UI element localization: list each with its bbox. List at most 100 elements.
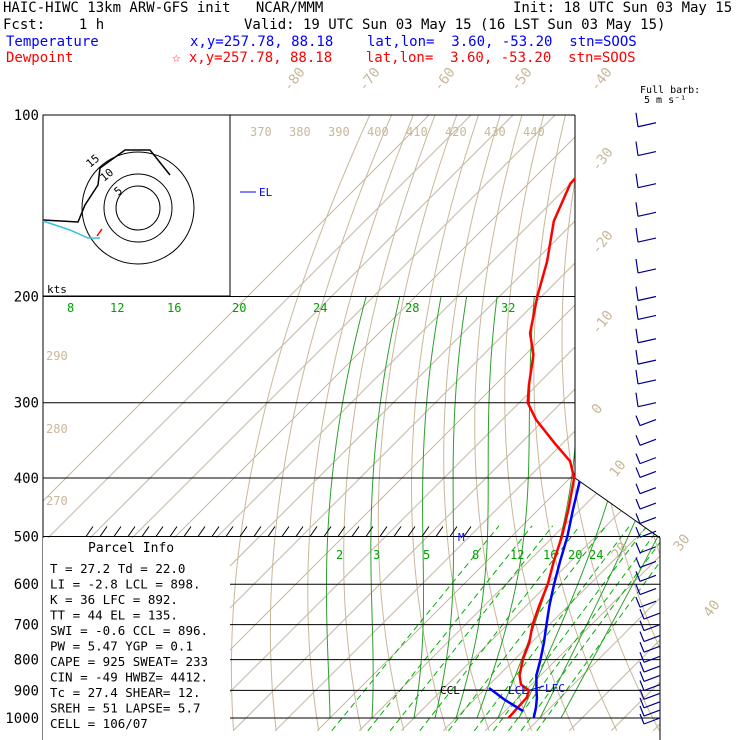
wind-barb — [635, 112, 657, 128]
wind-barb — [635, 483, 657, 495]
parcel-panel-background — [43, 538, 230, 740]
pressure-tick-label: 200 — [14, 290, 39, 306]
pressure-tick-label: 700 — [14, 618, 39, 634]
barb-staff — [643, 683, 661, 692]
mixing-ratio-line — [331, 525, 500, 732]
barb-flag — [635, 258, 639, 274]
theta-left-label: 270 — [46, 494, 68, 508]
barb-flag — [635, 112, 639, 127]
barb-staff — [639, 530, 657, 538]
dewpoint-legend: Dewpoint — [6, 50, 74, 66]
mixing-ratio-label: 8 — [472, 548, 479, 562]
barb-flag — [635, 305, 639, 320]
barb-flag — [635, 557, 641, 568]
wind-barb — [639, 631, 661, 643]
parcel-info-row: Tc = 27.4 SHEAR= 12. — [50, 685, 201, 700]
barb-staff — [639, 457, 657, 465]
theta-e-label: 20 — [232, 301, 246, 315]
dry-adiabat-line — [691, 87, 740, 730]
barb-flag — [635, 571, 641, 582]
hodograph-units-label: kts — [47, 283, 67, 296]
parcel-info-row: SREH = 51 LAPSE= 5.7 — [50, 701, 201, 716]
wind-barb — [635, 286, 657, 302]
theta-e-label: 16 — [167, 301, 181, 315]
mixing-ratio-line — [389, 525, 554, 732]
parcel-info-row: CELL = 106/07 — [50, 716, 148, 731]
mixing-ratio-line — [367, 525, 533, 732]
wind-barb — [639, 713, 661, 725]
hatch-mark — [309, 526, 318, 537]
dry-adiabat-line — [269, 115, 405, 731]
parcel-info-title: Parcel Info — [88, 541, 174, 556]
wind-barb — [639, 641, 661, 653]
temperature-legend: Temperature — [6, 34, 99, 50]
barb-staff — [639, 546, 657, 554]
barb-staff — [637, 211, 657, 217]
barb-flag — [635, 328, 639, 343]
barb-staff — [637, 379, 657, 385]
theta-label: 440 — [523, 125, 545, 139]
dry-adiabat-line — [715, 87, 740, 730]
isotherm-line — [400, 115, 660, 732]
dewpoint-location: ☆ x,y=257.78, 88.18 lat,lon= 3.60, -53.2… — [172, 50, 636, 66]
hatch-mark — [211, 526, 220, 537]
hatch-mark — [85, 526, 94, 537]
dry-adiabat-line — [615, 115, 660, 732]
hatch-mark — [435, 526, 444, 537]
wind-barb — [639, 697, 661, 709]
isotherm-line — [43, 115, 499, 732]
wind-barb — [635, 415, 657, 427]
theta-label: 400 — [367, 125, 389, 139]
isotherm-label: 20 — [609, 539, 632, 562]
hatch-mark — [267, 526, 276, 537]
dry-adiabat-line — [443, 115, 510, 731]
parcel-info-row: CIN = -49 HWBZ= 4412. — [50, 670, 208, 685]
barb-staff — [643, 655, 661, 663]
isotherm-label: 10 — [607, 457, 630, 480]
el-marker: EL — [259, 186, 273, 199]
isotherm-label: -40 — [588, 65, 616, 95]
barb-flag — [635, 526, 641, 538]
init-time: Init: 18 UTC Sun 03 May 15 — [513, 0, 733, 16]
barb-flag — [635, 286, 639, 301]
barb-staff — [643, 709, 661, 717]
wind-barb — [639, 661, 661, 673]
barb-staff — [637, 359, 657, 365]
pressure-tick-label: 500 — [14, 529, 39, 545]
theta-label: 380 — [289, 125, 311, 139]
barb-flag — [635, 467, 641, 478]
mixing-ratio-label: 5 — [423, 548, 430, 562]
mixing-ratio-label: 2 — [336, 548, 343, 562]
theta-left-label: 290 — [46, 349, 68, 363]
hatch-mark — [127, 526, 136, 537]
barb-flag — [635, 392, 639, 407]
barb-staff — [639, 516, 657, 525]
dry-adiabat-line — [667, 87, 740, 730]
dry-adiabat-line — [641, 115, 660, 732]
lfc-tick — [529, 685, 545, 691]
isotherm-label: -60 — [431, 65, 459, 95]
wind-barb — [639, 689, 661, 700]
barb-flag — [635, 453, 641, 464]
wind-barb — [635, 596, 657, 608]
lcl-marker: LCL — [508, 684, 528, 697]
dewpoint-trace — [507, 115, 653, 719]
pressure-tick-label: 900 — [14, 683, 39, 699]
barb-staff — [643, 612, 661, 620]
parcel-info-panel: Parcel Info T = 27.2 Td = 22.0LI = -2.8 L… — [43, 538, 230, 740]
parcel-info-row: TT = 44 EL = 135. — [50, 608, 178, 623]
isotherm-line — [43, 115, 541, 732]
theta-e-label: 8 — [67, 301, 74, 315]
isotherm-line — [526, 115, 660, 732]
barb-staff — [639, 587, 657, 596]
moist-adiabat-line — [560, 296, 660, 719]
mixing-ratio-label: 12 — [510, 548, 524, 562]
hodograph-trace-red — [96, 228, 103, 237]
wind-barb — [635, 526, 657, 538]
barb-staff — [637, 314, 657, 321]
hatch-mark — [113, 526, 122, 537]
hatch-mark — [421, 526, 430, 537]
hatch-mark — [99, 526, 108, 537]
